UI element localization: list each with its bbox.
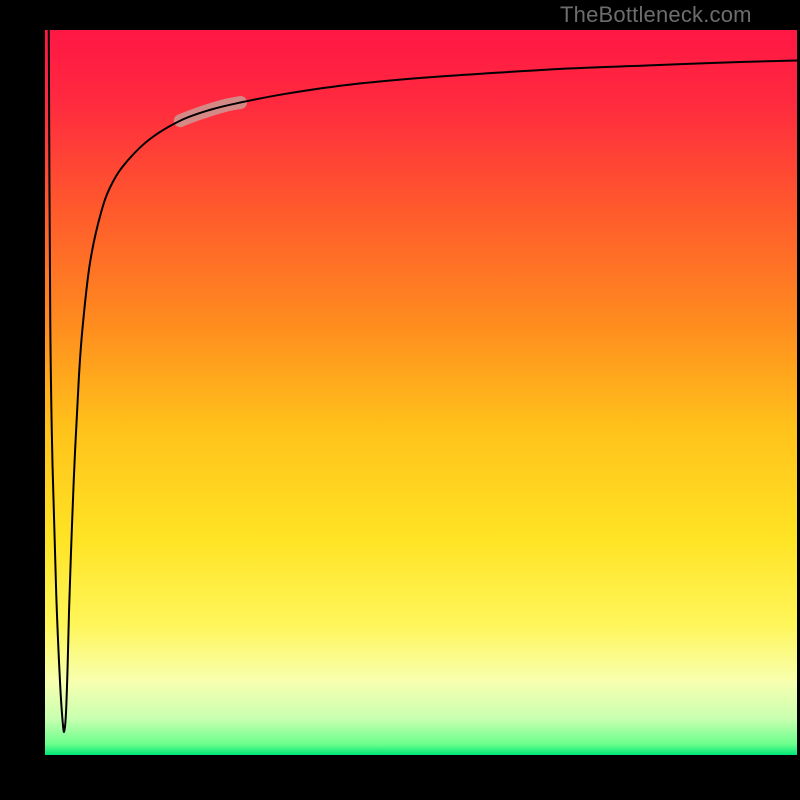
plot-area (45, 30, 797, 755)
watermark-text: TheBottleneck.com (560, 2, 752, 28)
